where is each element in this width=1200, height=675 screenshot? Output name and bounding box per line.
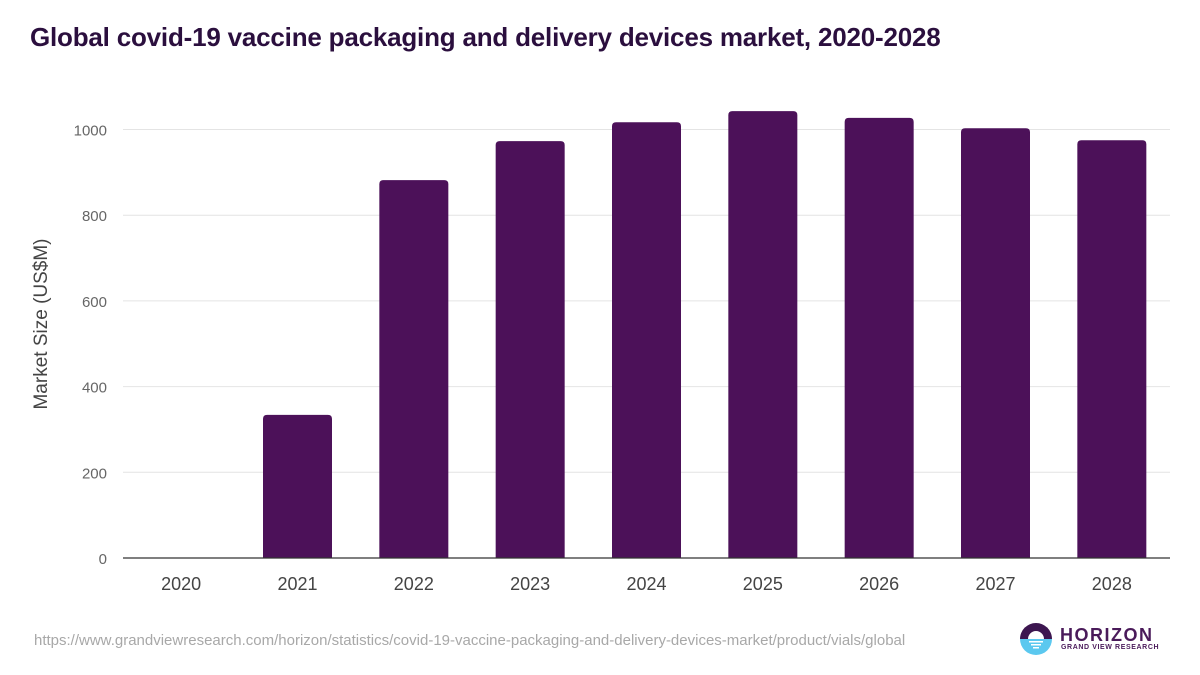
bar-2027: [961, 128, 1030, 559]
horizon-logo-icon: [1020, 623, 1052, 655]
horizon-logo: HORIZON GRAND VIEW RESEARCH: [1019, 622, 1159, 658]
bar-2021: [263, 414, 332, 558]
y-tick-label: 0: [99, 551, 107, 568]
source-url[interactable]: https://www.grandviewresearch.com/horizo…: [34, 632, 906, 649]
logo-name: HORIZON: [1060, 625, 1154, 645]
bar-2023: [495, 141, 565, 558]
bar-2024: [612, 122, 681, 558]
x-tick-label: 2020: [161, 574, 201, 594]
x-tick-label: 2026: [859, 574, 899, 594]
y-tick-label: 800: [82, 208, 107, 225]
bars: [263, 111, 1147, 559]
bar-2022: [379, 180, 449, 559]
bar-2026: [844, 117, 914, 558]
bar-2028: [1077, 140, 1147, 558]
x-tick-label: 2028: [1092, 574, 1132, 594]
chart-title: Global covid-19 vaccine packaging and de…: [30, 22, 941, 52]
y-tick-label: 1000: [74, 123, 107, 140]
bar-2025: [728, 111, 798, 559]
x-axis-ticks: 2020 2021 2022 2023 2024 2025 2026 2027 2028: [161, 574, 1132, 594]
y-tick-label: 600: [82, 294, 107, 311]
x-tick-label: 2021: [277, 574, 317, 594]
x-tick-label: 2023: [510, 574, 550, 594]
x-tick-label: 2025: [743, 574, 783, 594]
x-tick-label: 2024: [626, 574, 666, 594]
x-tick-label: 2027: [975, 574, 1015, 594]
y-tick-label: 200: [82, 465, 107, 482]
x-tick-label: 2022: [394, 574, 434, 594]
y-axis-ticks: 0 200 400 600 800 1000: [74, 123, 107, 569]
y-axis-label: Market Size (US$M): [31, 238, 52, 409]
y-tick-label: 400: [82, 380, 107, 397]
logo-subtitle: GRAND VIEW RESEARCH: [1061, 644, 1160, 651]
